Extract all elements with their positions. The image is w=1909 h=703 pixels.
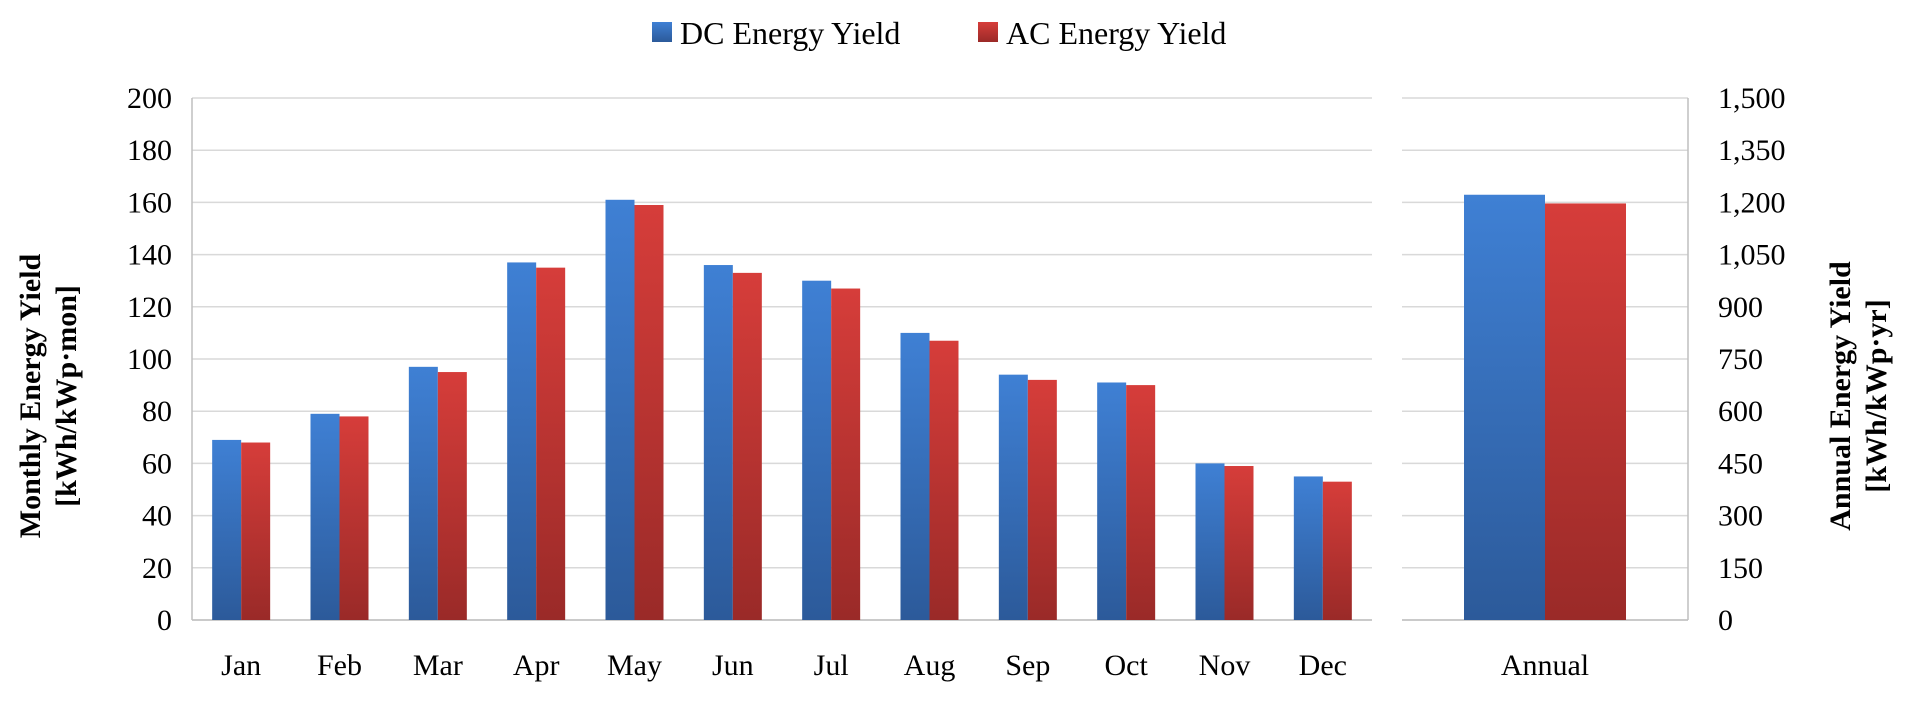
monthly-y-tick-label: 160 — [127, 186, 172, 219]
monthly-bar-ac-aug — [929, 340, 959, 620]
monthly-x-tick-label: Feb — [317, 649, 362, 682]
monthly-bar-ac-sep — [1027, 379, 1057, 620]
annual-y-tick-label: 150 — [1718, 552, 1763, 585]
monthly-bar-dc-jun — [703, 265, 733, 620]
annual-y-tick-label: 1,200 — [1718, 186, 1786, 219]
monthly-bar-ac-feb — [339, 416, 369, 620]
monthly-x-tick-label: Sep — [1005, 649, 1050, 682]
monthly-bar-ac-may — [634, 205, 664, 620]
monthly-x-tick-label: Apr — [513, 649, 560, 682]
annual-x-tick-label: Annual — [1501, 649, 1589, 682]
monthly-y-tick-label: 60 — [142, 447, 172, 480]
monthly-x-tick-label: Dec — [1299, 649, 1347, 682]
monthly-bar-dc-sep — [998, 374, 1028, 620]
monthly-x-tick-label: Aug — [904, 649, 956, 682]
monthly-x-tick-label: Jul — [814, 649, 849, 682]
monthly-y-tick-label: 40 — [142, 500, 172, 533]
monthly-y-tick-label: 20 — [142, 552, 172, 585]
monthly-x-tick-label: Jun — [712, 649, 754, 682]
annual-y-tick-label: 1,500 — [1718, 82, 1786, 115]
annual-y-axis-title-line1: Annual Energy Yield — [1824, 261, 1857, 531]
legend-label-ac: AC Energy Yield — [1006, 15, 1226, 51]
annual-y-tick-label: 1,050 — [1718, 239, 1786, 272]
monthly-y-tick-label: 200 — [127, 82, 172, 115]
monthly-y-tick-label: 120 — [127, 291, 172, 324]
monthly-y-tick-label: 0 — [157, 604, 172, 637]
monthly-y-axis-title-line1: Monthly Energy Yield — [14, 253, 47, 538]
monthly-bar-ac-oct — [1126, 385, 1156, 620]
monthly-bar-ac-jan — [241, 442, 271, 620]
monthly-bar-ac-jul — [831, 288, 861, 620]
monthly-x-tick-label: Oct — [1105, 649, 1149, 682]
annual-bar-ac-annual — [1545, 203, 1626, 620]
annual-y-tick-label: 750 — [1718, 343, 1763, 376]
monthly-bar-dc-oct — [1097, 382, 1127, 620]
monthly-x-tick-label: Nov — [1199, 649, 1251, 682]
annual-panel: 0 150 300 450 600 750 900 1,050 1,200 1,350 1,500 A… — [1402, 82, 1786, 682]
monthly-bar-ac-mar — [437, 372, 467, 620]
monthly-bar-ac-nov — [1224, 466, 1254, 620]
monthly-y-tick-label: 180 — [127, 134, 172, 167]
annual-y-axis-title-line2: [kWh/kWp·yr] — [1860, 299, 1893, 492]
monthly-bar-dc-apr — [507, 262, 537, 620]
monthly-x-tick-label: May — [607, 649, 662, 682]
annual-y-tick-label: 1,350 — [1718, 134, 1786, 167]
monthly-y-tick-label: 140 — [127, 239, 172, 272]
monthly-x-tick-label: Jan — [221, 649, 261, 682]
monthly-bar-ac-jun — [732, 272, 762, 620]
monthly-bar-dc-aug — [900, 332, 930, 620]
legend: DC Energy Yield AC Energy Yield — [652, 15, 1226, 51]
monthly-bar-ac-dec — [1322, 481, 1352, 620]
monthly-y-tick-label: 80 — [142, 395, 172, 428]
annual-bar-dc-annual — [1464, 194, 1545, 620]
monthly-y-tick-label: 100 — [127, 343, 172, 376]
annual-y-tick-label: 900 — [1718, 291, 1763, 324]
monthly-bar-dc-jan — [212, 439, 242, 620]
annual-y-tick-label: 0 — [1718, 604, 1733, 637]
monthly-bar-dc-dec — [1293, 476, 1323, 620]
legend-swatch-dc — [652, 22, 672, 42]
monthly-bar-dc-feb — [310, 413, 340, 620]
monthly-bar-ac-apr — [536, 267, 566, 620]
monthly-bar-dc-jul — [802, 280, 832, 620]
monthly-bar-dc-mar — [408, 366, 438, 620]
legend-label-dc: DC Energy Yield — [680, 15, 900, 51]
monthly-x-tick-label: Mar — [413, 649, 463, 682]
monthly-panel: 0 20 40 60 80 100 120 140 160 180 200 Jan Feb Mar Apr M… — [127, 82, 1372, 682]
annual-y-tick-label: 300 — [1718, 500, 1763, 533]
monthly-bar-dc-nov — [1195, 463, 1225, 620]
annual-y-tick-label: 600 — [1718, 395, 1763, 428]
annual-y-tick-label: 450 — [1718, 447, 1763, 480]
monthly-bar-dc-may — [605, 199, 635, 621]
monthly-y-axis-title-line2: [kWh/kWp·mon] — [50, 285, 83, 507]
legend-swatch-ac — [978, 22, 998, 42]
